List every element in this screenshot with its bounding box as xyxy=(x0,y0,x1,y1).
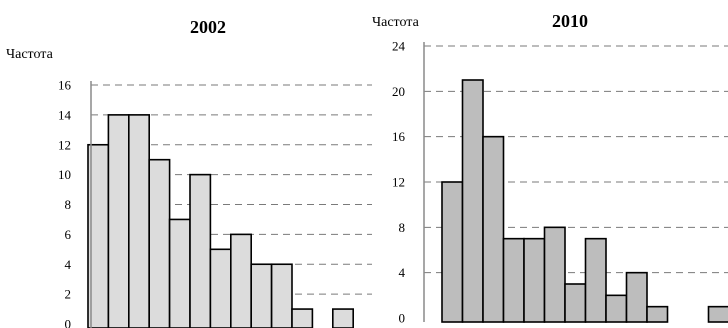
bar xyxy=(502,237,525,323)
bar xyxy=(584,237,607,323)
y-tick-label: 10 xyxy=(58,167,71,182)
bar xyxy=(189,173,212,328)
bar xyxy=(291,308,314,328)
y-tick-label: 14 xyxy=(58,107,72,122)
y-tick-label: 24 xyxy=(392,39,406,54)
y-tick-label: 12 xyxy=(58,137,71,152)
bar xyxy=(625,271,648,323)
chart-title: 2002 xyxy=(190,17,226,37)
bar xyxy=(230,233,253,328)
y-tick-labels: 0 2 4 6 8 10 12 14 16 xyxy=(58,78,72,328)
bar xyxy=(461,79,484,323)
bars xyxy=(441,79,728,323)
bar xyxy=(128,114,151,328)
y-tick-label: 16 xyxy=(58,78,72,93)
chart-2010: 2010 Частота 0 4 8 12 16 20 24 xyxy=(372,11,728,326)
y-tick-label: 8 xyxy=(399,220,406,235)
bar xyxy=(564,283,587,323)
bar xyxy=(168,218,191,328)
bar xyxy=(482,135,505,323)
y-axis-label: Частота xyxy=(6,47,54,62)
y-axis-label: Частота xyxy=(372,15,420,30)
y-tick-label: 0 xyxy=(399,311,406,326)
y-tick-label: 6 xyxy=(65,227,72,242)
y-tick-label: 2 xyxy=(65,287,72,302)
y-tick-label: 4 xyxy=(65,257,72,272)
bar xyxy=(605,294,628,323)
bar xyxy=(523,237,546,323)
y-tick-label: 8 xyxy=(65,197,72,212)
bar xyxy=(331,308,354,328)
bar xyxy=(646,305,669,323)
bar xyxy=(707,305,728,323)
bar xyxy=(148,158,171,328)
chart-2002: 2002 Частота 0 2 4 6 8 10 12 14 16 xyxy=(6,17,372,328)
bars xyxy=(87,114,354,328)
chart-title: 2010 xyxy=(552,11,588,31)
bar xyxy=(250,263,273,328)
y-tick-labels: 0 4 8 12 16 20 24 xyxy=(392,39,406,326)
bar xyxy=(543,226,566,323)
y-tick-label: 20 xyxy=(392,84,405,99)
y-tick-label: 12 xyxy=(392,175,405,190)
y-tick-label: 4 xyxy=(399,265,406,280)
y-tick-label: 16 xyxy=(392,129,406,144)
bar xyxy=(209,248,232,328)
bar xyxy=(441,181,464,323)
grid-lines xyxy=(91,84,372,295)
bar xyxy=(107,114,130,328)
y-tick-label: 0 xyxy=(65,317,72,328)
bar xyxy=(270,263,293,328)
